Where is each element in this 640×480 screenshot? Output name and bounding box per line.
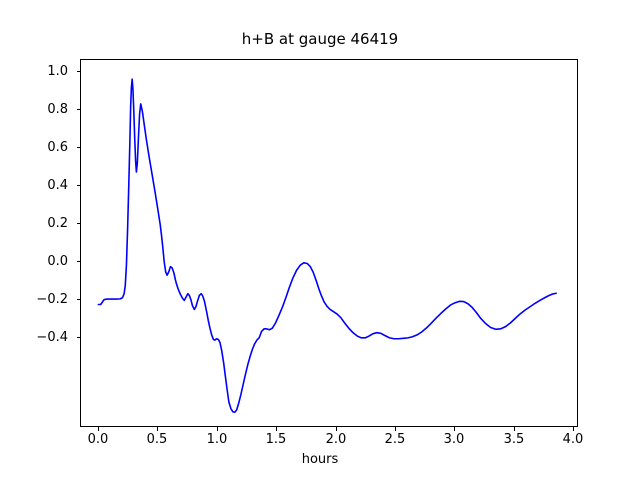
xtick-mark xyxy=(157,427,159,431)
ytick-mark xyxy=(76,185,80,187)
xtick-mark xyxy=(98,427,100,431)
ytick-mark xyxy=(76,223,80,225)
xtick-mark xyxy=(514,427,516,431)
ytick-label: 0.0 xyxy=(47,254,68,269)
xtick-mark xyxy=(336,427,338,431)
xtick-mark xyxy=(573,427,575,431)
xtick-label: 0.5 xyxy=(146,432,168,447)
ytick-label: 0.8 xyxy=(47,102,68,117)
series-plot xyxy=(97,78,557,414)
xtick-label: 3.0 xyxy=(443,432,465,447)
xtick-label: 1.5 xyxy=(265,432,287,447)
xtick-mark xyxy=(395,427,397,431)
xtick-label: 2.0 xyxy=(325,432,347,447)
xtick-mark xyxy=(276,427,278,431)
ytick-mark xyxy=(76,147,80,149)
xtick-mark xyxy=(454,427,456,431)
xtick-label: 1.0 xyxy=(206,432,228,447)
xtick-label: 4.0 xyxy=(562,432,584,447)
data-line-h-plus-b xyxy=(97,78,557,414)
plot-area xyxy=(80,59,578,427)
x-axis-label: hours xyxy=(301,452,339,467)
ytick-label: 1.0 xyxy=(47,64,68,79)
ytick-label: −0.2 xyxy=(36,292,68,307)
ytick-mark xyxy=(76,261,80,263)
ytick-mark xyxy=(76,109,80,111)
ytick-label: 0.2 xyxy=(47,216,68,231)
xtick-label: 2.5 xyxy=(384,432,406,447)
xtick-label: 3.5 xyxy=(503,432,525,447)
ytick-label: −0.4 xyxy=(36,330,68,345)
ytick-label: 0.4 xyxy=(47,178,68,193)
xtick-mark xyxy=(217,427,219,431)
chart-title: h+B at gauge 46419 xyxy=(241,30,399,48)
ytick-mark xyxy=(76,337,80,339)
xtick-label: 0.0 xyxy=(87,432,109,447)
ytick-mark xyxy=(76,299,80,301)
ytick-label: 0.6 xyxy=(47,140,68,155)
ytick-mark xyxy=(76,71,80,73)
